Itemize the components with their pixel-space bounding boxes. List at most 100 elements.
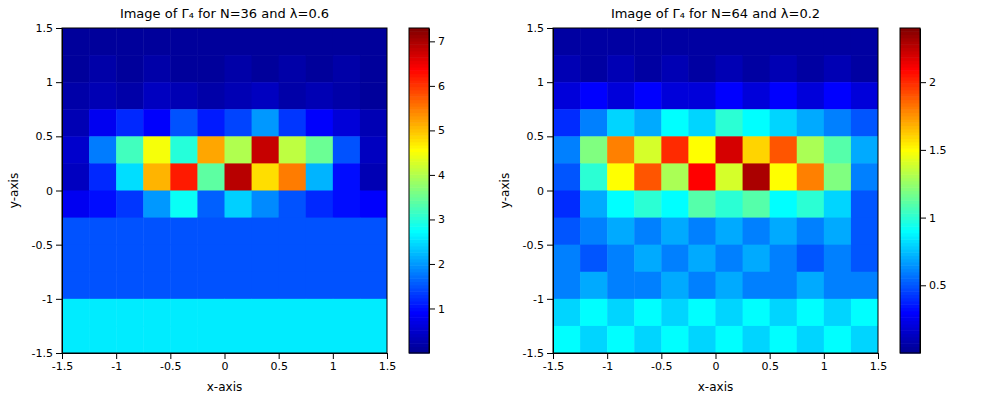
heatmap-cell: [197, 191, 225, 219]
heatmap-cell: [89, 326, 117, 353]
heatmap-cell: [360, 28, 387, 56]
x-tick: 0: [713, 353, 720, 373]
heatmap-cell: [851, 245, 878, 273]
heatmap-cell: [824, 299, 852, 327]
heatmap-cell: [197, 272, 225, 300]
x-tick: -1: [111, 353, 122, 373]
heatmap-cell: [661, 272, 689, 300]
x-tick-label: 0: [222, 360, 229, 373]
colorbar-tick: 6: [429, 80, 445, 93]
heatmap-cell: [252, 136, 280, 164]
y-tick-mark: [56, 28, 62, 29]
x-axis: -1.5-1-0.500.511.5: [543, 353, 887, 373]
heatmap-cell: [116, 326, 144, 353]
heatmap-cell: [360, 299, 387, 327]
heatmap-cell: [661, 136, 689, 164]
heatmap-cell: [197, 299, 225, 327]
colorbar-tick-mark: [429, 308, 435, 309]
heatmap-cell: [634, 245, 662, 273]
heatmap-cell: [306, 136, 334, 164]
heatmap-cell: [743, 82, 771, 110]
heatmap-cell: [252, 326, 280, 353]
y-tick: 0: [537, 185, 553, 198]
heatmap-cell: [634, 326, 662, 353]
heatmap-cell: [607, 163, 635, 191]
heatmap-cell: [143, 28, 171, 56]
colorbar-tick: 5: [429, 124, 445, 137]
heatmap-cell: [360, 218, 387, 246]
heatmap-cell: [770, 326, 798, 353]
heatmap-cell: [197, 326, 225, 353]
heatmap-cell: [360, 245, 387, 273]
heatmap-cell: [661, 28, 689, 56]
heatmap-cell: [634, 82, 662, 110]
y-tick-mark: [547, 245, 553, 246]
y-tick-mark: [56, 82, 62, 83]
heatmap-cell: [89, 28, 117, 56]
heatmap-cell: [170, 82, 198, 110]
heatmap-cell: [62, 55, 90, 83]
heatmap-cell: [770, 218, 798, 246]
heatmap-cell: [62, 163, 90, 191]
y-axis-title: y-axis: [7, 173, 21, 208]
heatmap-cell: [170, 218, 198, 246]
heatmap-cell: [306, 326, 334, 353]
heatmap-cell: [688, 272, 716, 300]
heatmap-cell: [716, 28, 744, 56]
heatmap-cell: [607, 218, 635, 246]
colorbar-tick-mark: [920, 218, 926, 219]
x-tick-mark: [716, 353, 717, 359]
heatmap-cell: [688, 326, 716, 353]
heatmap-cell: [688, 82, 716, 110]
heatmap-cell: [170, 272, 198, 300]
y-tick-label: 0.5: [36, 130, 54, 143]
heatmap-cell: [360, 55, 387, 83]
heatmap-cell: [360, 326, 387, 353]
heatmap-cell: [824, 272, 852, 300]
heatmap-cell: [851, 109, 878, 137]
heatmap-cell: [607, 136, 635, 164]
heatmap-cell: [306, 82, 334, 110]
x-tick: 0.5: [270, 353, 288, 373]
heatmap-cell: [333, 163, 361, 191]
y-tick: -0.5: [32, 239, 62, 252]
heatmap-cell: [716, 299, 744, 327]
heatmap-cell: [170, 136, 198, 164]
heatmap-cell: [824, 82, 852, 110]
colorbar-tick-mark: [920, 82, 926, 83]
heatmap-cell: [89, 163, 117, 191]
heatmap-cell: [279, 245, 307, 273]
heatmap-cell: [797, 136, 825, 164]
heatmap-cell: [688, 55, 716, 83]
plot-frame: [62, 28, 387, 353]
colorbar-tick: 1.5: [920, 144, 947, 157]
heatmap-cell: [824, 191, 852, 219]
heatmap-cell: [607, 55, 635, 83]
heatmap-cell: [634, 163, 662, 191]
heatmap-cell: [634, 191, 662, 219]
heatmap-cell: [225, 55, 253, 83]
heatmap-cell: [333, 245, 361, 273]
heatmap-cell: [252, 191, 280, 219]
colorbar-tick-label: 2: [929, 76, 936, 89]
y-tick-label: -1: [533, 293, 544, 306]
y-tick: 1.5: [527, 22, 554, 35]
heatmap-cell: [143, 109, 171, 137]
x-tick: -0.5: [160, 353, 181, 373]
heatmap-cell: [716, 82, 744, 110]
colorbar-tick-label: 7: [438, 35, 445, 48]
heatmap-cell: [743, 28, 771, 56]
heatmap-cell: [580, 109, 608, 137]
heatmap-cell: [797, 218, 825, 246]
y-tick-mark: [547, 191, 553, 192]
heatmap-cell: [306, 299, 334, 327]
heatmap-cell: [797, 191, 825, 219]
colorbar-axis-line: [429, 29, 430, 354]
heatmap-cell: [143, 326, 171, 353]
x-tick-label: 1.5: [870, 360, 888, 373]
colorbar-swatch: [409, 28, 429, 32]
heatmap-cell: [252, 299, 280, 327]
y-tick: 1: [46, 76, 62, 89]
heatmap-cell: [553, 245, 581, 273]
heatmap-cell: [143, 163, 171, 191]
